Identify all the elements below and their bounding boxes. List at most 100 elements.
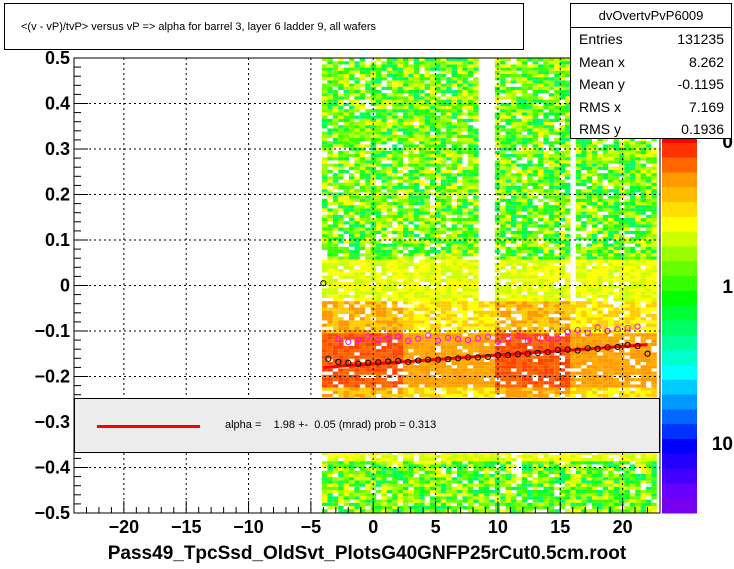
heatmap-cell <box>505 240 511 244</box>
heatmap-cell <box>505 118 511 122</box>
heatmap-cell <box>403 211 409 215</box>
heatmap-cell <box>430 346 436 350</box>
heatmap-cell <box>462 483 468 487</box>
heatmap-cell <box>327 474 333 478</box>
heatmap-cell <box>511 154 517 158</box>
heatmap-cell <box>446 390 452 394</box>
heatmap-cell <box>392 99 398 103</box>
heatmap-cell <box>392 294 398 298</box>
heatmap-cell <box>494 490 501 494</box>
heatmap-cell <box>386 358 393 362</box>
heatmap-cell <box>338 509 344 513</box>
heatmap-cell <box>403 67 409 71</box>
heatmap-cell <box>381 320 387 324</box>
heatmap-cell <box>332 138 339 142</box>
heatmap-cell <box>457 278 463 282</box>
heatmap-cell <box>397 349 403 353</box>
heatmap-cell <box>511 138 517 142</box>
heatmap-cell <box>500 243 506 247</box>
heatmap-cell <box>527 74 533 78</box>
heatmap-cell <box>413 480 420 484</box>
heatmap-cell <box>511 499 517 503</box>
heatmap-cell <box>354 282 360 286</box>
heatmap-cell <box>478 394 484 398</box>
heatmap-cell <box>327 74 333 78</box>
heatmap-cell <box>457 464 463 468</box>
heatmap-cell <box>467 221 474 225</box>
heatmap-cell <box>376 262 382 266</box>
heatmap-cell <box>484 339 490 343</box>
heatmap-cell <box>511 160 517 164</box>
heatmap-cell <box>370 301 376 305</box>
heatmap-cell <box>397 74 403 78</box>
heatmap-cell <box>408 83 414 87</box>
heatmap-cell <box>435 221 441 225</box>
heatmap-cell <box>365 221 371 225</box>
heatmap-cell <box>349 224 355 228</box>
heatmap-cell <box>511 333 517 337</box>
heatmap-cell <box>440 474 447 478</box>
heatmap-cell <box>322 304 328 308</box>
heatmap-cell <box>392 394 398 398</box>
heatmap-cell <box>343 502 349 506</box>
heatmap-cell <box>349 58 355 62</box>
heatmap-cell <box>505 381 511 385</box>
heatmap-cell <box>473 250 479 254</box>
heatmap-cell <box>419 109 425 113</box>
heatmap-cell <box>516 285 522 289</box>
heatmap-cell <box>505 90 511 94</box>
heatmap-cell <box>532 333 538 337</box>
heatmap-cell <box>408 141 414 145</box>
heatmap-cell <box>413 506 420 510</box>
heatmap-cell <box>451 288 457 292</box>
heatmap-cell <box>322 118 328 122</box>
heatmap-cell <box>500 192 506 196</box>
heatmap-cell <box>424 198 430 202</box>
heatmap-cell <box>338 112 344 116</box>
heatmap-cell <box>521 74 528 78</box>
heatmap-cell <box>408 221 414 225</box>
heatmap-cell <box>451 141 457 145</box>
heatmap-cell <box>413 490 420 494</box>
heatmap-cell <box>457 352 463 356</box>
heatmap-cell <box>446 288 452 292</box>
heatmap-cell <box>516 221 522 225</box>
heatmap-cell <box>473 230 479 234</box>
heatmap-cell <box>322 358 328 362</box>
heatmap-cell <box>424 298 430 302</box>
heatmap-cell <box>322 307 328 311</box>
heatmap-cell <box>332 96 339 100</box>
heatmap-cell <box>424 182 430 186</box>
heatmap-cell <box>349 301 355 305</box>
heatmap-cell <box>359 509 366 513</box>
heatmap-cell <box>532 477 538 481</box>
heatmap-cell <box>413 378 420 382</box>
heatmap-cell <box>343 118 349 122</box>
heatmap-cell <box>343 362 349 366</box>
heatmap-cell <box>484 464 490 468</box>
heatmap-cell <box>424 381 430 385</box>
heatmap-cell <box>532 93 538 97</box>
heatmap-cell <box>343 102 349 106</box>
heatmap-cell <box>505 93 511 97</box>
heatmap-cell <box>462 112 468 116</box>
heatmap-cell <box>370 259 376 263</box>
heatmap-cell <box>430 170 436 174</box>
heatmap-cell <box>332 74 339 78</box>
heatmap-cell <box>473 128 479 132</box>
heatmap-cell <box>354 61 360 65</box>
heatmap-cell <box>511 288 517 292</box>
heatmap-cell <box>376 205 382 209</box>
heatmap-cell <box>376 342 382 346</box>
heatmap-cell <box>354 163 360 167</box>
heatmap-cell <box>505 384 511 388</box>
heatmap-cell <box>349 326 355 330</box>
heatmap-cell <box>424 77 430 81</box>
heatmap-cell <box>338 134 344 138</box>
heatmap-cell <box>376 502 382 506</box>
heatmap-cell <box>370 474 376 478</box>
heatmap-cell <box>397 154 403 158</box>
heatmap-cell <box>440 195 447 199</box>
heatmap-cell <box>376 74 382 78</box>
heatmap-cell <box>332 80 339 84</box>
